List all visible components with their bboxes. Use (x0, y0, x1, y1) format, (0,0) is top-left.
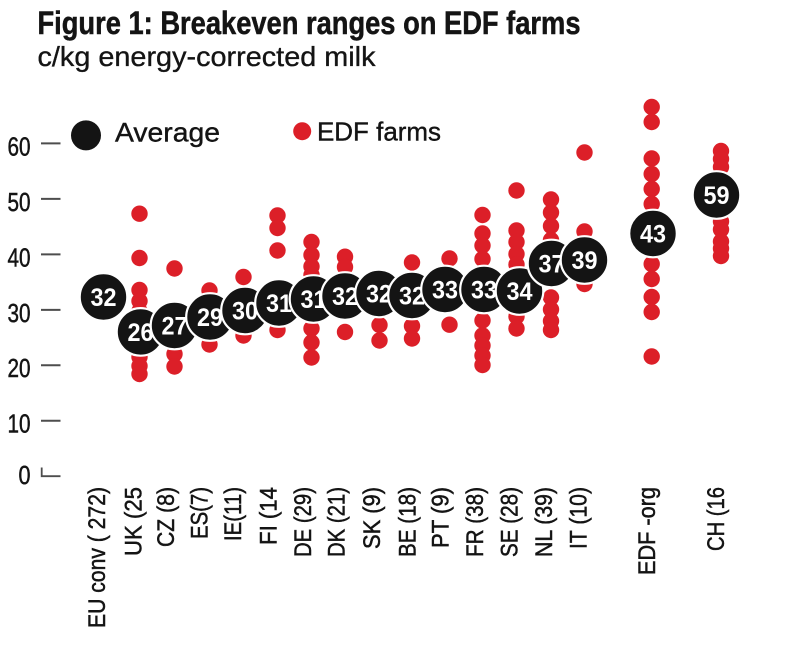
svg-text:IT (10): IT (10) (565, 487, 592, 549)
svg-text:Figure 1: Breakeven ranges on: Figure 1: Breakeven ranges on EDF farms (38, 5, 581, 41)
svg-text:CZ (8): CZ (8) (153, 487, 180, 547)
svg-text:39: 39 (572, 247, 598, 275)
svg-text:60: 60 (8, 131, 31, 161)
svg-text:59: 59 (704, 182, 730, 210)
svg-text:30: 30 (232, 298, 258, 326)
svg-text:50: 50 (8, 187, 31, 217)
svg-text:FI (14: FI (14 (255, 487, 282, 545)
svg-text:IE(11): IE(11) (220, 487, 247, 541)
svg-text:SK (9): SK (9) (359, 487, 386, 549)
svg-text:BE (18): BE (18) (394, 487, 421, 557)
svg-text:32: 32 (91, 284, 117, 312)
svg-text:34: 34 (507, 278, 533, 306)
svg-text:UK (25: UK (25 (121, 487, 148, 556)
svg-text:33: 33 (471, 277, 497, 305)
svg-text:EU conv ( 272): EU conv ( 272) (84, 487, 111, 628)
svg-text:EDF -org: EDF -org (634, 487, 661, 575)
svg-text:PT (9): PT (9) (428, 487, 455, 548)
svg-text:10: 10 (8, 409, 31, 439)
svg-text:FR (38): FR (38) (462, 487, 489, 557)
svg-text:33: 33 (432, 277, 458, 305)
svg-text:Average: Average (115, 118, 220, 148)
svg-text:32: 32 (332, 283, 358, 311)
svg-text:43: 43 (640, 221, 666, 249)
svg-text:31: 31 (266, 290, 292, 318)
svg-text:27: 27 (162, 313, 188, 341)
svg-text:40: 40 (8, 242, 31, 272)
svg-text:26: 26 (128, 319, 154, 347)
svg-text:CH (16: CH (16 (703, 487, 730, 551)
svg-text:30: 30 (8, 298, 31, 328)
svg-text:SE (28): SE (28) (497, 487, 524, 557)
svg-text:DE (29): DE (29) (290, 487, 317, 557)
svg-text:c/kg energy-corrected milk: c/kg energy-corrected milk (38, 41, 377, 72)
svg-text:NL (39): NL (39) (531, 487, 558, 557)
svg-text:0: 0 (19, 460, 31, 490)
svg-text:DK (21): DK (21) (324, 487, 351, 557)
svg-text:29: 29 (197, 304, 223, 332)
svg-text:EDF farms: EDF farms (317, 117, 441, 147)
svg-text:ES(7): ES(7) (187, 487, 214, 539)
svg-text:20: 20 (8, 353, 31, 383)
